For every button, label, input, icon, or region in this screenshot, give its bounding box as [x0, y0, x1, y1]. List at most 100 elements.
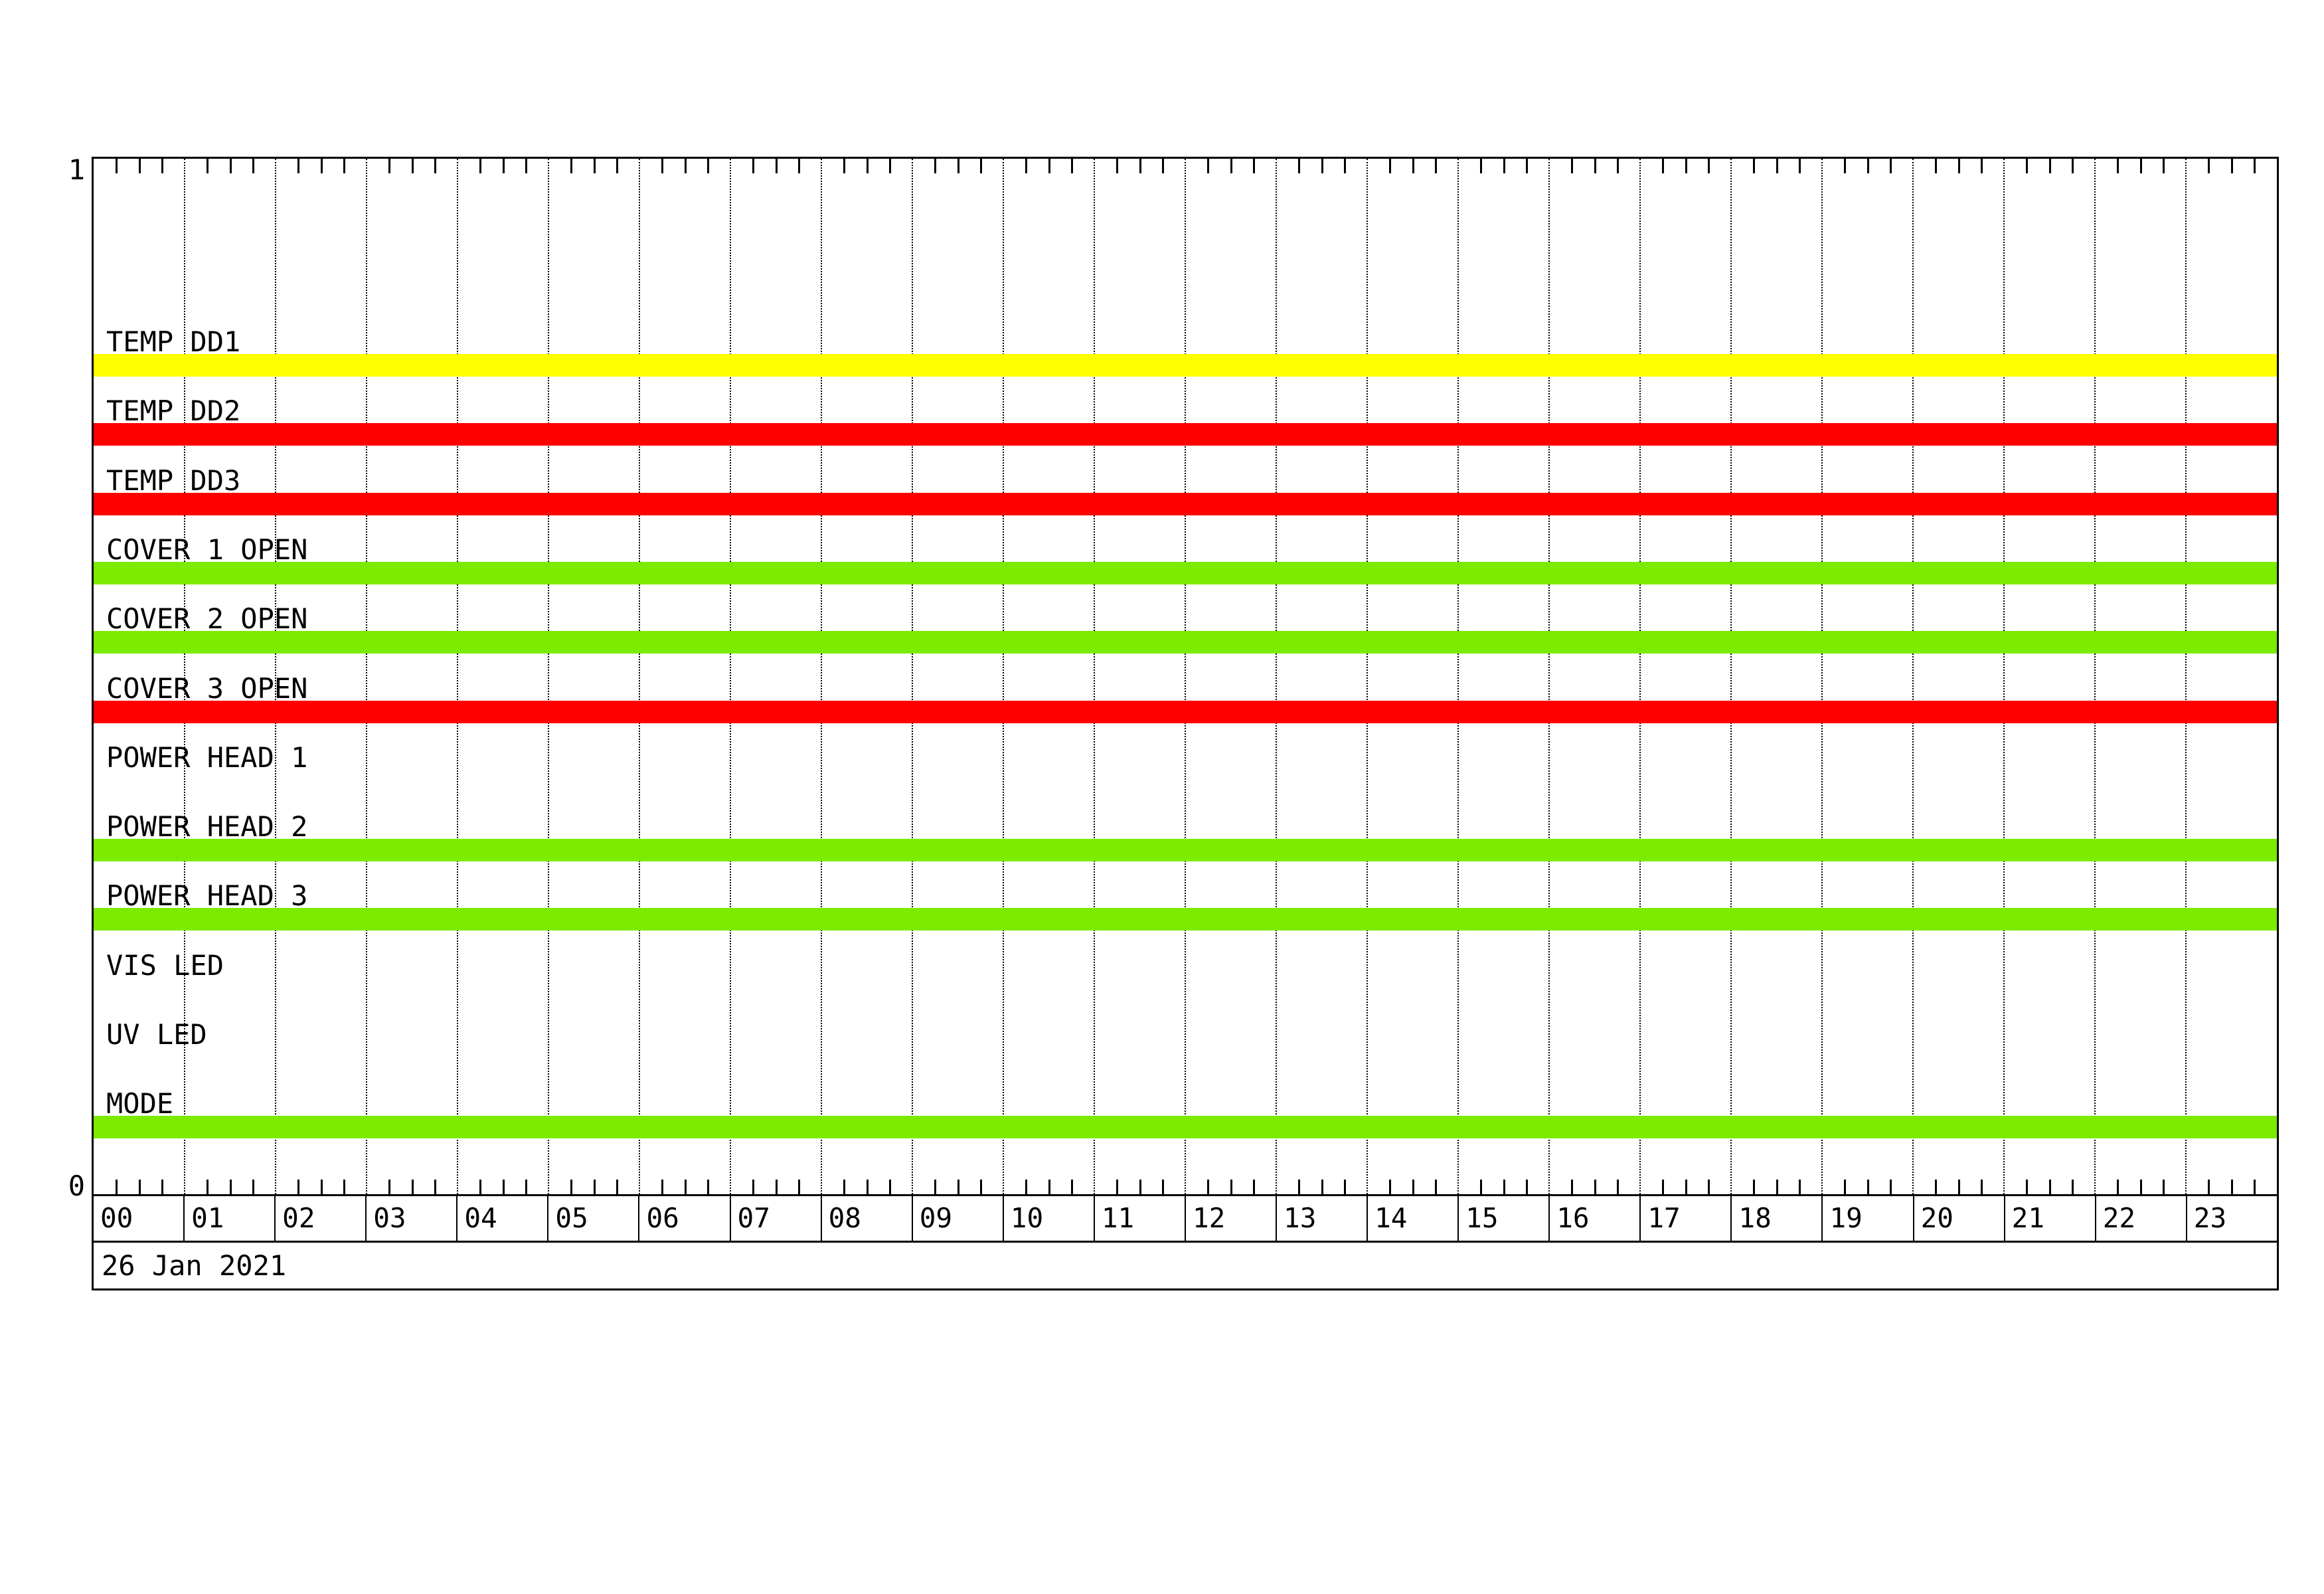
hour-label: 01: [191, 1202, 224, 1234]
minor-tick-top: [412, 159, 414, 173]
minor-tick-top: [1162, 159, 1164, 173]
minor-tick-top: [230, 159, 232, 173]
minor-tick-top: [1435, 159, 1437, 173]
status-bar: [94, 493, 2277, 515]
minor-tick-top: [252, 159, 254, 173]
hour-gridline: [1185, 159, 1186, 1194]
minor-tick-top: [2231, 159, 2233, 173]
minor-tick-bottom: [2026, 1180, 2028, 1194]
hour-gridline: [1821, 159, 1823, 1194]
hour-label: 23: [2193, 1202, 2227, 1234]
status-bar: [94, 1116, 2277, 1138]
hour-cell: 07: [731, 1196, 822, 1241]
hour-cell: 05: [548, 1196, 640, 1241]
minor-tick-top: [1958, 159, 1960, 173]
minor-tick-bottom: [889, 1180, 891, 1194]
channel-label: MODE: [106, 1087, 174, 1120]
hour-gridline: [548, 159, 549, 1194]
minor-tick-top: [1321, 159, 1323, 173]
minor-tick-bottom: [434, 1180, 436, 1194]
minor-tick-bottom: [1071, 1180, 1073, 1194]
minor-tick-top: [1662, 159, 1664, 173]
hour-label: 04: [464, 1202, 497, 1234]
channel-label: TEMP DD2: [106, 395, 241, 427]
minor-tick-top: [867, 159, 869, 173]
minor-tick-top: [1025, 159, 1027, 173]
channel-label: COVER 1 OPEN: [106, 533, 308, 566]
y-axis-label-top: 1: [68, 153, 85, 186]
channel-label: TEMP DD1: [106, 325, 241, 358]
minor-tick-bottom: [1048, 1180, 1050, 1194]
hour-gridline: [366, 159, 367, 1194]
hour-label: 15: [1465, 1202, 1499, 1234]
minor-tick-bottom: [388, 1180, 390, 1194]
minor-tick-bottom: [1981, 1180, 1983, 1194]
minor-tick-top: [1776, 159, 1778, 173]
minor-tick-bottom: [343, 1180, 345, 1194]
hour-label: 13: [1284, 1202, 1317, 1234]
minor-tick-bottom: [1139, 1180, 1141, 1194]
hour-gridline: [730, 159, 731, 1194]
channel-label: POWER HEAD 3: [106, 879, 308, 912]
minor-tick-bottom: [297, 1180, 299, 1194]
minor-tick-top: [661, 159, 663, 173]
minor-tick-bottom: [1116, 1180, 1118, 1194]
hour-cell: 10: [1004, 1196, 1095, 1241]
hour-label: 11: [1101, 1202, 1135, 1234]
minor-tick-bottom: [252, 1180, 254, 1194]
minor-tick-bottom: [934, 1180, 936, 1194]
minor-tick-bottom: [798, 1180, 800, 1194]
minor-tick-top: [1867, 159, 1869, 173]
minor-tick-bottom: [1389, 1180, 1391, 1194]
minor-tick-bottom: [570, 1180, 572, 1194]
minor-tick-bottom: [503, 1180, 505, 1194]
minor-tick-bottom: [116, 1180, 118, 1194]
hour-gridline: [821, 159, 822, 1194]
hour-label: 22: [2102, 1202, 2136, 1234]
minor-tick-bottom: [2140, 1180, 2142, 1194]
minor-tick-bottom: [1298, 1180, 1300, 1194]
minor-tick-bottom: [1799, 1180, 1801, 1194]
minor-tick-bottom: [139, 1180, 141, 1194]
minor-tick-bottom: [1708, 1180, 1710, 1194]
hour-gridline: [1003, 159, 1004, 1194]
minor-tick-top: [1139, 159, 1141, 173]
hour-gridline: [1457, 159, 1459, 1194]
minor-tick-bottom: [2117, 1180, 2119, 1194]
status-bar: [94, 631, 2277, 654]
minor-tick-bottom: [1162, 1180, 1164, 1194]
minor-tick-bottom: [957, 1180, 959, 1194]
hour-cell: 06: [639, 1196, 731, 1241]
channel-label: POWER HEAD 2: [106, 810, 308, 843]
status-bar: [94, 354, 2277, 377]
minor-tick-top: [2117, 159, 2119, 173]
minor-tick-bottom: [2163, 1180, 2165, 1194]
minor-tick-bottom: [1435, 1180, 1437, 1194]
minor-tick-bottom: [616, 1180, 618, 1194]
minor-tick-top: [139, 159, 141, 173]
hour-cell: 14: [1368, 1196, 1459, 1241]
hour-gridline: [2185, 159, 2187, 1194]
hour-axis-row: 00 01 02 03 04 05 06 07 08 09 10 11 12 13 14 15 16 17 18 19…: [92, 1196, 2279, 1243]
hour-label: 16: [1556, 1202, 1590, 1234]
minor-tick-top: [798, 159, 800, 173]
channel-label: COVER 2 OPEN: [106, 602, 308, 635]
hour-gridline: [457, 159, 458, 1194]
minor-tick-top: [1617, 159, 1619, 173]
minor-tick-top: [685, 159, 687, 173]
minor-tick-top: [843, 159, 845, 173]
minor-tick-bottom: [1412, 1180, 1414, 1194]
hour-cell: 22: [2096, 1196, 2187, 1241]
status-bar: [94, 423, 2277, 446]
minor-tick-top: [1480, 159, 1482, 173]
minor-tick-top: [934, 159, 936, 173]
hour-label: 18: [1738, 1202, 1772, 1234]
minor-tick-top: [707, 159, 709, 173]
minor-tick-top: [297, 159, 299, 173]
minor-tick-bottom: [1526, 1180, 1528, 1194]
hour-label: 14: [1374, 1202, 1408, 1234]
status-bar: [94, 908, 2277, 930]
date-row: 26 Jan 2021: [92, 1243, 2279, 1290]
status-bar: [94, 839, 2277, 861]
minor-tick-bottom: [1776, 1180, 1778, 1194]
